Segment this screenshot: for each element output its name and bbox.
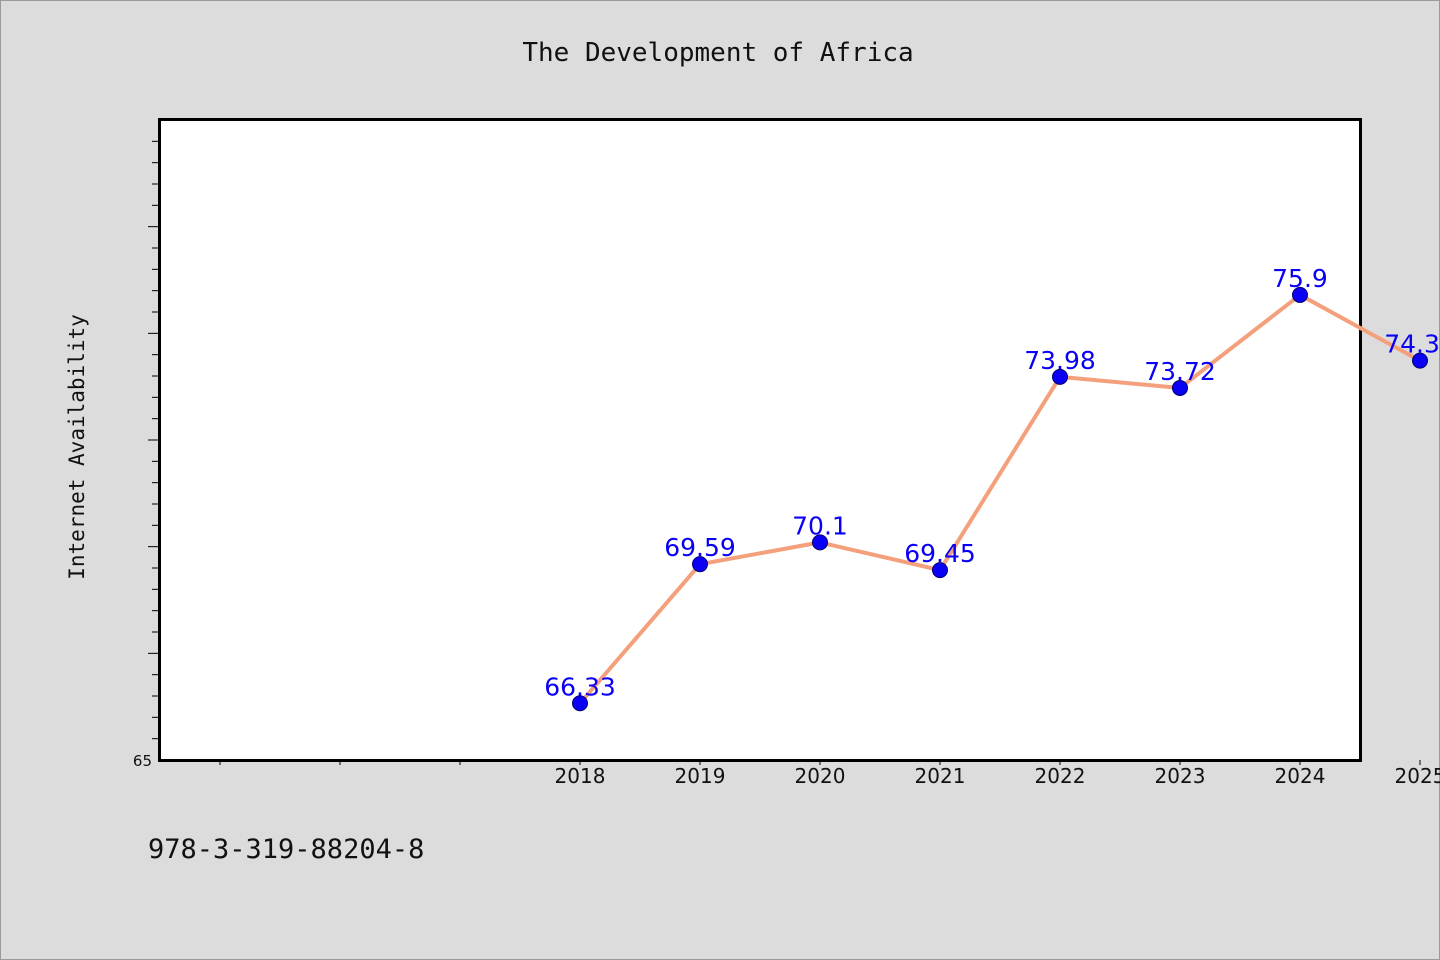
x-tick-label: 2020 [795, 764, 846, 788]
data-point [572, 695, 588, 712]
data-point [692, 556, 708, 573]
data-label: 73.72 [1144, 357, 1216, 386]
y-tick-label: 65 [133, 752, 152, 770]
chart-title: The Development of Africa [522, 38, 913, 68]
x-tick-label: 2021 [915, 764, 966, 788]
series-line [578, 292, 1422, 706]
x-tick-label: 2022 [1035, 764, 1086, 788]
data-point [1292, 286, 1308, 303]
data-label: 66.33 [544, 672, 616, 701]
y-axis-label: Internet Availability [65, 314, 89, 580]
plot-area [158, 118, 1362, 762]
data-point [1412, 352, 1428, 369]
data-label: 75.9 [1272, 264, 1328, 293]
data-label: 69.59 [664, 533, 736, 562]
data-label: 74.36 [1384, 330, 1440, 359]
data-label: 73.98 [1024, 346, 1096, 375]
x-axis-ticks: 2018 2019 2020 2021 2022 2023 2024 2025 [219, 760, 1440, 788]
x-tick-label: 2025 [1395, 764, 1440, 788]
y-axis-ticks: 65 [133, 140, 160, 770]
x-tick-label: 2019 [675, 764, 726, 788]
data-point [812, 534, 828, 551]
data-label-layer: 66.33 69.59 70.1 69.45 73.98 73.72 75.9 74.36 [544, 264, 1440, 701]
x-tick-label: 2024 [1275, 764, 1326, 788]
series-layer [572, 286, 1428, 712]
data-label: 70.1 [792, 511, 848, 540]
isbn-label: 978-3-319-88204-8 [148, 834, 425, 865]
data-point [932, 562, 948, 579]
data-label: 69.45 [904, 539, 976, 568]
x-tick-label: 2018 [555, 764, 606, 788]
data-point [1052, 368, 1068, 385]
x-tick-label: 2023 [1155, 764, 1206, 788]
data-point [1172, 379, 1188, 396]
